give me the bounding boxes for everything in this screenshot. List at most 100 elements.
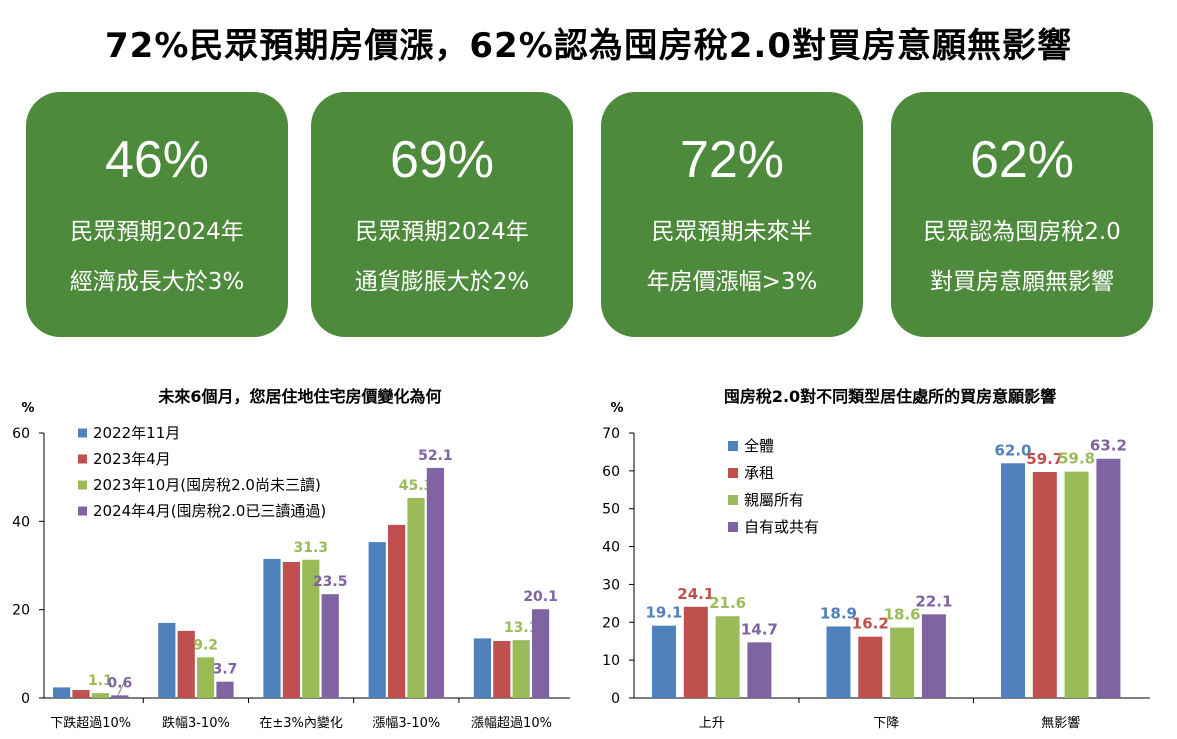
chart-title: 未來6個月，您居住地住宅房價變化為何	[157, 387, 441, 406]
stat-card-line2: 年房價漲幅>3%	[646, 269, 818, 295]
bar	[747, 642, 772, 698]
bar	[388, 524, 406, 698]
y-tick-label: 40	[602, 540, 620, 556]
y-tick-label: 30	[602, 577, 620, 593]
legend-swatch	[728, 495, 738, 505]
data-label: 23.5	[313, 574, 348, 590]
bar	[177, 630, 195, 698]
y-tick-label: 0	[21, 691, 30, 707]
x-category-label: 漲幅3-10%	[372, 716, 440, 731]
bar	[715, 616, 740, 698]
data-label: 52.1	[418, 448, 453, 464]
data-label: 18.6	[884, 606, 921, 624]
bar	[282, 561, 300, 698]
y-tick-label: 60	[602, 464, 620, 480]
bar	[1032, 471, 1057, 698]
bar	[921, 614, 946, 698]
stat-card-hoarding-tax: 62% 民眾認為囤房稅2.0 對買房意願無影響	[891, 92, 1153, 337]
data-label: 59.7	[1026, 450, 1063, 468]
data-label: 13.1	[504, 620, 539, 636]
bar	[321, 594, 339, 698]
bar	[368, 542, 386, 698]
y-tick-label: 20	[12, 603, 30, 619]
bar	[197, 657, 215, 698]
data-label: 3.7	[213, 662, 238, 678]
legend-swatch	[728, 441, 738, 451]
data-label: 21.6	[709, 594, 746, 612]
bar	[1096, 458, 1121, 698]
data-label: 0.6	[107, 675, 132, 691]
bar	[532, 609, 550, 698]
data-label: 9.2	[193, 637, 218, 653]
bar	[826, 626, 851, 698]
y-tick-label: 10	[602, 653, 620, 669]
bar	[216, 681, 234, 698]
y-axis-unit-label: %	[21, 401, 34, 416]
data-label: 14.7	[741, 620, 778, 638]
legend-swatch	[78, 428, 87, 438]
legend-label: 自有或共有	[744, 518, 819, 536]
bar	[426, 467, 444, 698]
bar	[263, 558, 281, 698]
stat-card-value: 72%	[679, 131, 785, 189]
legend-swatch	[728, 522, 738, 532]
legend-swatch	[728, 468, 738, 478]
stat-card-value: 62%	[969, 131, 1075, 189]
bar	[111, 695, 129, 698]
bar	[91, 693, 109, 698]
data-label: 63.2	[1090, 437, 1127, 455]
bar	[1064, 471, 1089, 698]
bar	[53, 687, 71, 698]
bar	[158, 622, 176, 698]
y-tick-label: 0	[611, 691, 620, 707]
stat-card-house-price: 72% 民眾預期未來半 年房價漲幅>3%	[601, 92, 863, 337]
legend-label: 2024年4月(囤房稅2.0已三讀通過)	[93, 502, 326, 520]
legend-label: 親屬所有	[744, 491, 804, 509]
data-label: 18.9	[820, 604, 857, 622]
x-category-label: 下跌超過10%	[50, 715, 131, 731]
data-label: 19.1	[645, 604, 682, 622]
bar	[683, 606, 708, 698]
bar	[473, 638, 491, 698]
bar	[72, 690, 90, 698]
stat-card-line1: 民眾預期未來半	[651, 219, 813, 245]
bar	[890, 627, 915, 698]
stat-card-line1: 民眾預期2024年	[70, 219, 244, 245]
y-tick-label: 20	[602, 615, 620, 631]
stat-card-value: 69%	[389, 131, 495, 189]
x-category-label: 在±3%內變化	[259, 715, 343, 731]
legend-label: 承租	[744, 464, 774, 482]
x-category-label: 漲幅超過10%	[471, 716, 552, 731]
data-label: 59.8	[1058, 450, 1095, 468]
stat-card-line2: 通貨膨脹大於2%	[354, 269, 530, 295]
data-label: 31.3	[294, 540, 329, 556]
bar	[512, 640, 530, 698]
bar	[302, 559, 320, 698]
legend-swatch	[78, 454, 87, 464]
stat-card-inflation: 69% 民眾預期2024年 通貨膨脹大於2%	[311, 92, 573, 337]
y-tick-label: 60	[12, 426, 30, 442]
x-category-label: 無影響	[1041, 715, 1080, 731]
stat-card-line1: 民眾預期2024年	[355, 219, 529, 245]
legend-label: 2022年11月	[93, 424, 180, 442]
data-label: 45.3	[399, 478, 434, 494]
data-label: 24.1	[677, 585, 714, 603]
stat-card-line2: 經濟成長大於3%	[69, 269, 245, 295]
bar	[858, 636, 883, 698]
label-leader-line	[117, 682, 125, 696]
bar	[493, 641, 511, 698]
legend-label: 2023年10月(囤房稅2.0尚未三讀)	[93, 476, 321, 494]
data-label: 16.2	[852, 615, 889, 633]
data-label: 20.1	[523, 589, 558, 605]
data-label: 1.1	[88, 673, 113, 689]
bar	[652, 625, 676, 698]
bar	[407, 497, 425, 698]
stat-card-line1: 民眾認為囤房稅2.0	[923, 219, 1121, 245]
stat-card-gdp: 46% 民眾預期2024年 經濟成長大於3%	[26, 92, 288, 337]
legend-swatch	[78, 480, 87, 490]
chart-title: 囤房稅2.0對不同類型居住處所的買房意願影響	[724, 387, 1056, 406]
x-category-label: 上升	[699, 716, 725, 731]
page-title: 72%民眾預期房價漲，62%認為囤房稅2.0對買房意願無影響	[105, 26, 1072, 66]
legend-swatch	[78, 506, 87, 516]
y-axis-unit-label: %	[610, 401, 623, 416]
